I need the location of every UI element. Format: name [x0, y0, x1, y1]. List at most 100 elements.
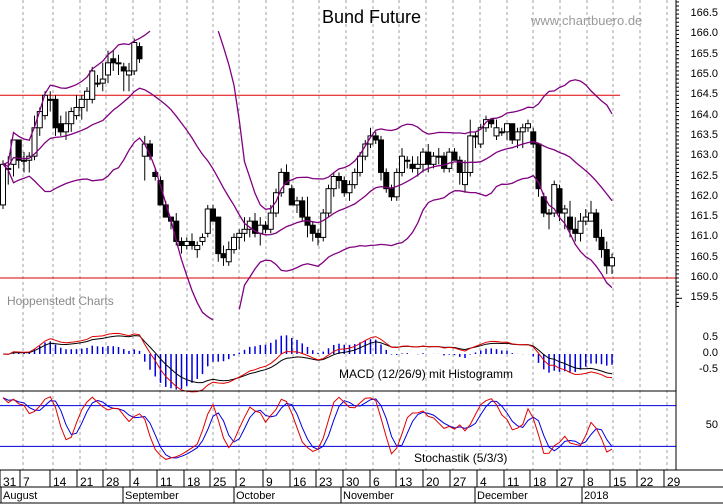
macd-tick-label: 0.5 — [702, 331, 718, 343]
candle-body — [120, 66, 127, 72]
macd-line — [2, 335, 613, 384]
macd-label: MACD (12/26/9) mit Histogramm — [339, 367, 514, 381]
candle-body — [430, 155, 437, 165]
candle-body — [593, 212, 600, 238]
stochastic-tick-label: 50 — [705, 419, 718, 431]
candle-body — [299, 200, 306, 218]
price-tick-label: 160.5 — [690, 250, 718, 263]
day-label: 20 — [426, 475, 440, 489]
month-label: September — [125, 490, 179, 502]
candle-body — [514, 131, 521, 141]
price-tick-label: 162.0 — [690, 189, 718, 202]
candle-body — [110, 58, 117, 64]
candle-body — [435, 155, 442, 158]
candle-body — [393, 171, 400, 198]
day-label: 14 — [53, 475, 67, 489]
candle-body — [493, 127, 500, 137]
day-label: 25 — [213, 475, 227, 489]
candle-body — [105, 62, 111, 76]
macd-signal-line — [2, 332, 613, 393]
candle-body — [36, 111, 43, 129]
candle-body — [388, 188, 395, 198]
candle-body — [57, 123, 64, 133]
price-tick-label: 159.5 — [690, 291, 718, 304]
candle-body — [68, 111, 75, 125]
price-tick-label: 160.0 — [690, 271, 718, 283]
candle-body — [399, 155, 405, 173]
candle-body — [204, 208, 211, 234]
candle-body — [577, 220, 584, 234]
day-label: 30 — [346, 475, 360, 489]
candle-body — [609, 257, 615, 267]
candle-body — [89, 70, 96, 100]
price-tick-label: 163.5 — [690, 128, 718, 141]
price-tick-label: 161.5 — [690, 210, 718, 223]
bollinger-upper — [2, 30, 613, 210]
candle-body — [0, 163, 6, 206]
price-tick-label: 164.0 — [690, 108, 718, 121]
price-tick-label: 162.5 — [690, 169, 718, 182]
candle-body — [183, 240, 190, 247]
day-label: 7 — [23, 475, 30, 489]
candle-body — [556, 188, 563, 214]
candle-body — [414, 163, 421, 169]
candle-body — [231, 236, 237, 251]
candle-body — [330, 176, 337, 190]
candle-body — [126, 70, 132, 76]
day-label: 21 — [80, 475, 94, 489]
day-label: 4 — [133, 475, 140, 489]
candle-body — [372, 135, 379, 141]
candle-body — [404, 159, 411, 162]
stochastic-label: Stochastik (5/3/3) — [412, 451, 510, 465]
day-label: 22 — [640, 475, 654, 489]
candle-body — [99, 78, 106, 84]
candle-body — [477, 127, 484, 145]
candle-body — [267, 212, 274, 230]
month-label: 2018 — [584, 490, 609, 502]
day-label: 18 — [533, 475, 547, 489]
candle-body — [351, 171, 358, 186]
day-label: 23 — [319, 475, 333, 489]
candle-body — [131, 42, 138, 72]
candle-body — [21, 159, 27, 162]
candle-body — [178, 240, 185, 247]
candle-body — [15, 139, 22, 161]
price-tick-label: 166.0 — [690, 27, 718, 40]
stochastic-d-line — [2, 397, 613, 459]
day-label: 8 — [587, 475, 594, 489]
month-label: August — [3, 490, 38, 502]
macd-tick-label: -0.5 — [699, 363, 718, 375]
candle-body — [47, 98, 54, 101]
candle-body — [220, 253, 227, 259]
credit-label: Hoppenstedt Charts — [7, 294, 114, 308]
day-label: 2 — [239, 475, 246, 489]
day-label: 9 — [266, 475, 273, 489]
candle-body — [294, 200, 300, 206]
candle-body — [488, 119, 495, 125]
candle-body — [451, 151, 458, 161]
candle-body — [52, 98, 59, 129]
candle-body — [498, 131, 505, 134]
candle-body — [236, 232, 243, 238]
day-label: 4 — [480, 475, 487, 489]
day-label: 11 — [507, 475, 520, 489]
day-label: 28 — [106, 475, 120, 489]
day-label: 15 — [613, 475, 627, 489]
candle-body — [63, 123, 69, 133]
candle-body — [357, 155, 363, 173]
candle-body — [341, 180, 348, 194]
candle-body — [588, 212, 594, 222]
price-tick-label: 161.0 — [690, 230, 718, 243]
candle-body — [210, 208, 216, 222]
candle-body — [525, 123, 531, 129]
candle-body — [346, 184, 353, 194]
month-label: October — [236, 490, 276, 502]
candle-body — [456, 159, 463, 173]
candle-body — [136, 46, 143, 60]
day-label: 11 — [160, 475, 173, 489]
candle-body — [262, 224, 269, 230]
candle-body — [535, 143, 542, 190]
day-label: 16 — [293, 475, 307, 489]
candle-body — [315, 232, 321, 238]
